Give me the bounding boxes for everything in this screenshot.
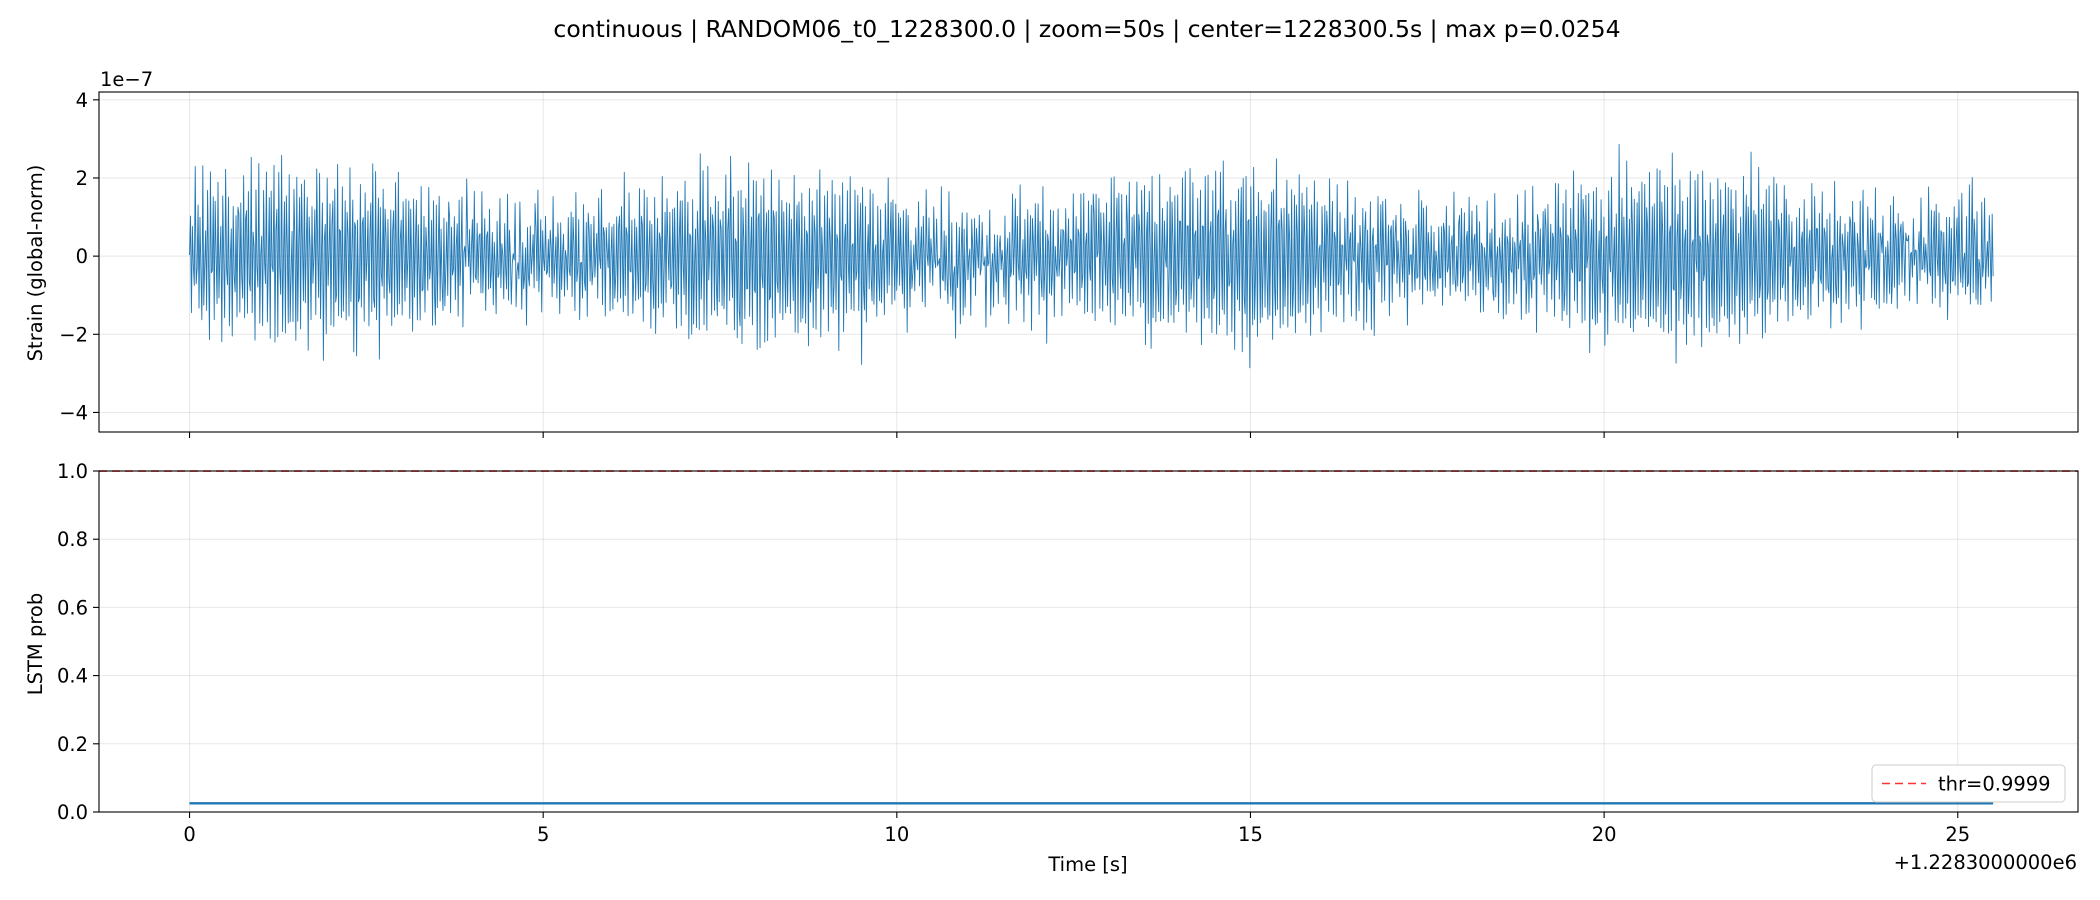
lstm-ticks: 0 5 10 15 20 25 0.0 0.2 0.4 0.6 0.8 1.0 — [57, 460, 1970, 846]
lstm-x-tick-label: 20 — [1592, 823, 1617, 846]
strain-panel: −4 −2 0 2 4 1e−7 Strain (global-norm) — [24, 68, 2079, 438]
lstm-y-tick-label: 1.0 — [57, 460, 88, 483]
strain-axes-frame — [98, 91, 2079, 433]
lstm-panel: 0 5 10 15 20 25 0.0 0.2 0.4 0.6 0.8 1.0 LSTM prob T… — [24, 460, 2079, 876]
strain-y-tick-label: 0 — [76, 245, 88, 268]
lstm-y-tick-label: 0.8 — [57, 528, 88, 551]
strain-series-line — [189, 143, 1994, 369]
lstm-axes-frame — [98, 470, 2079, 813]
strain-y-tick-label: −2 — [59, 323, 88, 346]
legend-box — [1871, 764, 2066, 803]
lstm-x-tick-label: 25 — [1945, 823, 1970, 846]
lstm-x-tick-label: 0 — [183, 823, 195, 846]
strain-y-tick-label: 4 — [76, 89, 88, 112]
strain-y-axis-label: Strain (global-norm) — [24, 165, 47, 362]
lstm-y-tick-label: 0.4 — [57, 665, 88, 688]
time-x-axis-label: Time [s] — [1047, 853, 1127, 876]
lstm-x-tick-label: 10 — [884, 823, 909, 846]
lstm-y-axis-label: LSTM prob — [24, 593, 47, 695]
lstm-x-tick-label: 15 — [1238, 823, 1263, 846]
strain-y-tick-label: −4 — [59, 401, 88, 424]
legend-threshold-label: thr=0.9999 — [1938, 773, 2051, 796]
strain-ticks: −4 −2 0 2 4 — [59, 89, 1959, 438]
time-x-offset-label: +1.2283000000e6 — [1894, 851, 2077, 874]
legend: thr=0.9999 — [1871, 764, 2066, 803]
lstm-x-tick-label: 5 — [537, 823, 549, 846]
lstm-y-tick-label: 0.0 — [57, 801, 88, 824]
lstm-y-tick-label: 0.2 — [57, 733, 88, 756]
strain-y-tick-label: 2 — [76, 167, 88, 190]
strain-y-scale-label: 1e−7 — [100, 68, 153, 91]
figure-title: continuous | RANDOM06_t0_1228300.0 | zoo… — [553, 15, 1620, 43]
lstm-y-tick-label: 0.6 — [57, 596, 88, 619]
